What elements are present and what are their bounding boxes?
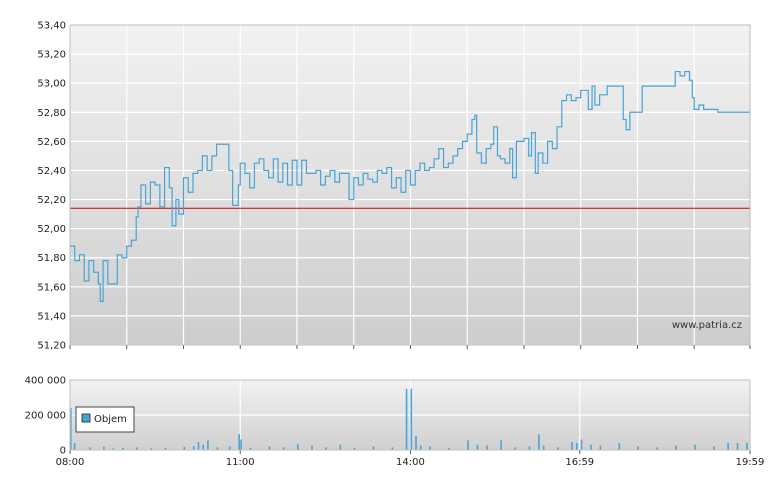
volume-bar xyxy=(73,443,76,450)
volume-bar xyxy=(656,447,658,450)
volume-bar xyxy=(268,446,271,450)
volume-bar xyxy=(571,442,573,450)
volume-bar xyxy=(192,446,195,450)
price-y-tick-label: 52,20 xyxy=(37,195,66,206)
volume-bar xyxy=(410,388,413,450)
volume-bar xyxy=(216,447,219,450)
volume-bar xyxy=(325,447,327,450)
volume-bar xyxy=(88,447,91,450)
volume-bar xyxy=(282,447,285,450)
legend-swatch xyxy=(81,413,91,423)
volume-bar xyxy=(557,447,559,450)
volume-y-tick-label: 400 000 xyxy=(25,376,66,387)
price-y-tick-label: 52,00 xyxy=(37,224,66,235)
volume-bar xyxy=(240,439,242,450)
volume-bar xyxy=(694,444,696,450)
volume-bar xyxy=(415,436,417,450)
volume-bar xyxy=(448,447,450,450)
volume-x-tick-label: 16:59 xyxy=(565,457,594,468)
volume-bar xyxy=(419,445,422,450)
volume-y-tick-label: 0 xyxy=(60,446,66,457)
volume-bar xyxy=(713,446,715,450)
volume-bar xyxy=(372,446,375,450)
volume-bar xyxy=(339,444,342,450)
volume-bar xyxy=(476,444,479,450)
volume-bar xyxy=(391,447,394,450)
volume-bar xyxy=(580,439,583,450)
volume-bar xyxy=(736,443,739,450)
volume-x-tick-label: 11:00 xyxy=(226,457,255,468)
volume-y-tick-label: 200 000 xyxy=(25,411,66,422)
watermark-text: www.patria.cz xyxy=(672,320,742,331)
volume-x-tick-labels: 08:00 11:00 14:00 16:59 19:59 xyxy=(56,450,765,468)
volume-bar xyxy=(618,443,621,450)
volume-plot-frame xyxy=(69,379,751,451)
price-y-tick-label: 53,20 xyxy=(37,50,66,61)
volume-bar xyxy=(727,443,729,450)
volume-x-tick-label: 08:00 xyxy=(56,457,85,468)
volume-x-tick-label: 19:59 xyxy=(736,457,765,468)
volume-bar xyxy=(150,448,152,450)
price-series-line xyxy=(70,70,750,302)
legend-label: Objem xyxy=(94,414,127,425)
volume-bar xyxy=(197,442,200,450)
volume-y-tick-labels: 0 200 000 400 000 xyxy=(25,376,66,457)
price-y-tick-label: 51,20 xyxy=(37,341,66,352)
volume-bar xyxy=(528,446,531,450)
price-panel: 51,20 51,40 51,60 51,80 52,00 52,20 52,40 52,60… xyxy=(37,21,751,352)
volume-bar xyxy=(637,446,640,450)
volume-bar xyxy=(228,446,231,450)
volume-bar xyxy=(500,440,502,450)
price-y-tick-label: 52,60 xyxy=(37,137,66,148)
price-y-tick-label: 51,40 xyxy=(37,311,66,322)
volume-bar xyxy=(599,445,602,450)
volume-bar xyxy=(136,447,138,450)
volume-bar xyxy=(238,434,240,450)
volume-bar xyxy=(514,447,517,450)
volume-bar xyxy=(353,447,356,450)
volume-bar xyxy=(429,446,431,450)
volume-bar xyxy=(538,434,540,450)
price-y-tick-label: 53,00 xyxy=(37,79,66,90)
price-y-tick-label: 52,80 xyxy=(37,108,66,119)
price-y-tick-label: 53,40 xyxy=(37,21,66,32)
legend: Objem xyxy=(75,406,135,433)
volume-bar xyxy=(746,443,748,450)
volume-bar xyxy=(467,440,469,450)
volume-bar xyxy=(112,448,115,450)
volume-bar xyxy=(296,443,299,450)
volume-bar xyxy=(122,447,124,450)
volume-bar xyxy=(542,445,545,450)
volume-bar xyxy=(249,447,252,450)
volume-panel: 0 200 000 400 000 08:00 11:00 14:00 16:59 19:5… xyxy=(25,376,765,469)
price-y-tick-label: 51,80 xyxy=(37,253,66,264)
price-x-tick-marks xyxy=(69,345,751,349)
volume-bar xyxy=(103,446,105,450)
volume-bar xyxy=(675,445,677,450)
price-y-tick-labels: 51,20 51,40 51,60 51,80 52,00 52,20 52,40 52,60… xyxy=(37,21,66,352)
price-y-tick-label: 52,40 xyxy=(37,166,66,177)
volume-bar xyxy=(183,446,186,450)
volume-bar xyxy=(486,445,488,450)
price-y-tick-label: 51,60 xyxy=(37,282,66,293)
volume-bar xyxy=(405,388,408,450)
volume-bar xyxy=(207,440,209,450)
volume-bar xyxy=(575,443,578,450)
volume-bar xyxy=(590,444,592,450)
volume-bar xyxy=(202,444,205,450)
volume-bar xyxy=(70,408,72,450)
volume-bar xyxy=(164,447,167,450)
volume-bar xyxy=(311,445,313,450)
volume-x-tick-label: 14:00 xyxy=(396,457,425,468)
volume-bars xyxy=(70,388,748,450)
price-plot-frame xyxy=(69,24,751,346)
